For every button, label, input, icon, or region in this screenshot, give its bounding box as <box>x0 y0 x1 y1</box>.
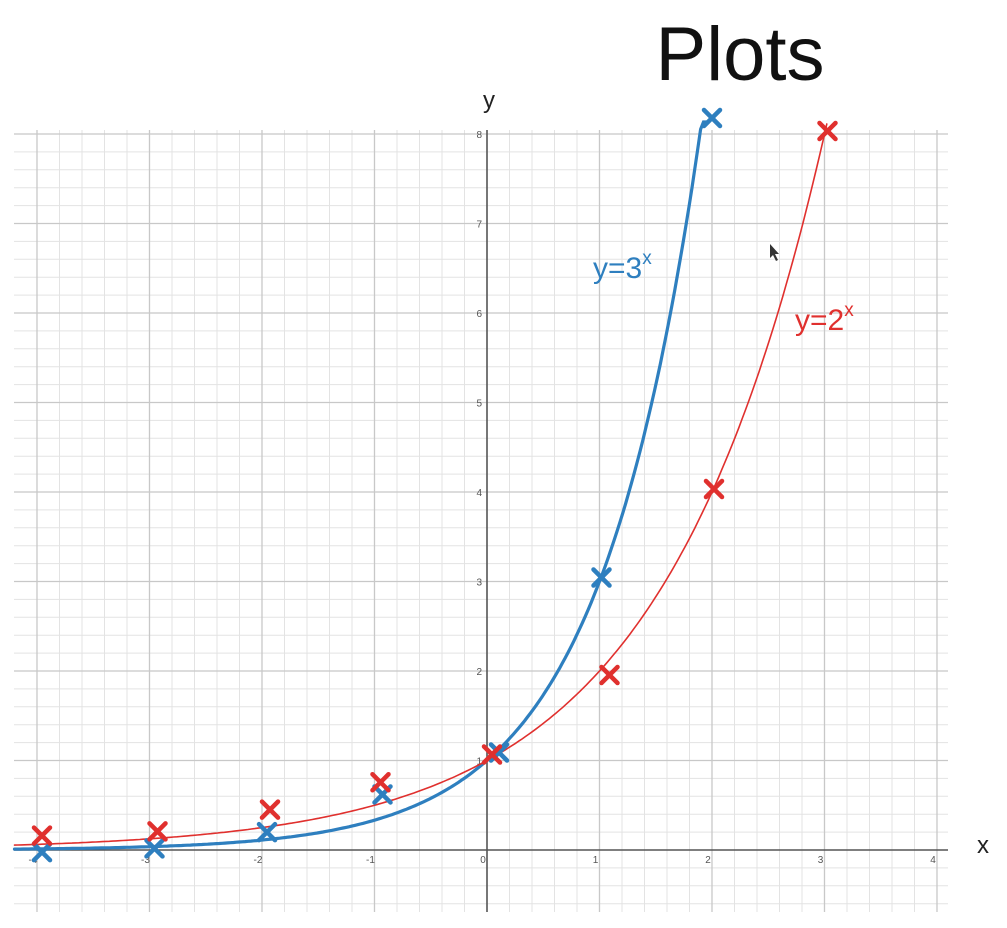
cursor-icon <box>770 244 779 261</box>
x-tick-label: 0 <box>480 855 486 866</box>
marker-stroke <box>256 821 278 843</box>
x-tick-label: -1 <box>366 855 375 866</box>
data-point-marker <box>591 567 612 588</box>
y-tick-label: 7 <box>476 220 482 231</box>
data-point-marker <box>256 821 278 843</box>
y-tick-label: 8 <box>476 130 482 141</box>
x-tick-label: -2 <box>254 855 263 866</box>
curve-label-exponent: x <box>844 300 854 321</box>
curve-label-base: y=3 <box>593 252 642 285</box>
marker-stroke <box>481 744 503 765</box>
x-tick-label: 3 <box>818 855 824 866</box>
x-tick-label: 4 <box>930 855 936 866</box>
marker-stroke <box>31 841 53 863</box>
curve-label-three-to-x: y=3x <box>593 248 652 285</box>
chart-title: Plots <box>656 12 825 97</box>
data-point-marker <box>701 107 723 129</box>
y-tick-label: 1 <box>476 757 482 768</box>
marker-stroke <box>144 838 165 859</box>
y-tick-label: 3 <box>476 578 482 589</box>
x-tick-label: 2 <box>705 855 711 866</box>
marker-stroke <box>817 120 838 142</box>
data-point-marker <box>703 478 725 500</box>
data-point-marker <box>370 772 391 793</box>
marker-stroke <box>701 107 723 129</box>
curve-label-exponent: x <box>642 248 652 269</box>
axes <box>14 130 948 912</box>
curve-label-two-to-x: y=2x <box>795 300 854 337</box>
y-tick-label: 2 <box>476 667 482 678</box>
marker-stroke <box>591 567 612 588</box>
data-point-marker <box>31 825 53 846</box>
data-point-marker <box>259 799 281 820</box>
data-point-marker <box>599 664 620 686</box>
marker-stroke <box>703 478 725 500</box>
data-point-marker <box>144 838 165 859</box>
marker-stroke <box>147 821 168 842</box>
data-point-marker <box>481 744 503 765</box>
data-markers <box>31 107 838 863</box>
y-tick-label: 5 <box>476 399 482 410</box>
y-tick-label: 4 <box>476 488 482 499</box>
curve-labels: y=3xy=2x <box>593 244 854 337</box>
data-point-marker <box>31 841 53 863</box>
marker-stroke <box>31 825 53 846</box>
minor-gridlines <box>14 130 948 912</box>
marker-stroke <box>259 799 281 820</box>
x-tick-label: 1 <box>593 855 599 866</box>
major-gridlines <box>14 130 948 912</box>
marker-stroke <box>599 664 620 686</box>
data-point-marker <box>147 821 168 842</box>
x-axis-label: x <box>977 832 989 859</box>
y-tick-label: 6 <box>476 309 482 320</box>
marker-stroke <box>370 772 391 793</box>
y-axis-label: y <box>483 87 495 114</box>
x-tick-label: -3 <box>141 855 150 866</box>
curve-three-to-x <box>12 120 708 851</box>
data-point-marker <box>817 120 838 142</box>
curve-label-base: y=2 <box>795 304 844 337</box>
